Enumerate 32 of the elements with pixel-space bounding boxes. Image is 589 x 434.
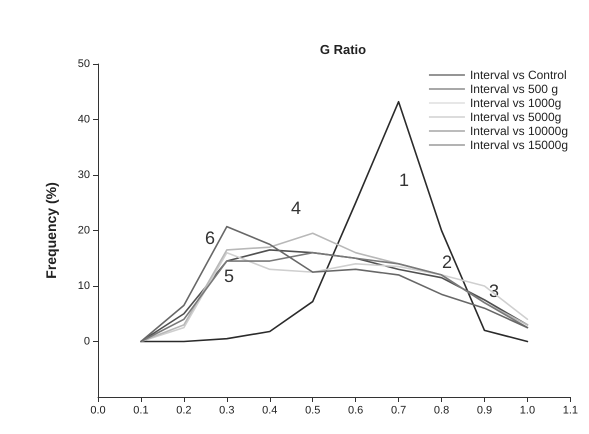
legend-label: Interval vs 10000g: [470, 124, 568, 138]
y-tick-label: 30: [78, 169, 90, 181]
x-tick-label: 0.0: [90, 404, 106, 416]
y-tick-label: 40: [78, 114, 90, 126]
legend-label: Interval vs 5000g: [470, 110, 562, 124]
x-tick-label: 0.1: [133, 404, 149, 416]
y-tick-label: 50: [78, 58, 90, 70]
annotation: 2: [442, 252, 452, 272]
legend-label: Interval vs 500 g: [470, 82, 558, 96]
x-tick-label: 0.2: [176, 404, 192, 416]
legend-label: Interval vs 1000g: [470, 96, 562, 110]
annotation: 5: [224, 266, 234, 286]
y-tick-label: 10: [78, 280, 90, 292]
x-tick-label: 0.5: [305, 404, 320, 416]
y-tick-label: 20: [78, 224, 90, 236]
legend-label: Interval vs 15000g: [470, 138, 568, 152]
x-tick-label: 0.3: [219, 404, 234, 416]
annotation: 6: [204, 228, 216, 248]
annotation: 3: [488, 281, 500, 301]
x-tick-label: 0.7: [390, 404, 406, 416]
y-tick-label: 0: [84, 336, 90, 348]
annotation: 1: [398, 170, 410, 190]
y-axis-title: Frequency (%): [43, 182, 59, 279]
x-tick-label: 1.0: [520, 404, 536, 416]
legend-label: Interval vs Control: [470, 68, 567, 82]
annotation: 4: [290, 198, 302, 218]
chart-title: G Ratio: [320, 42, 366, 57]
x-tick-label: 0.4: [262, 404, 278, 416]
x-tick-label: 0.9: [476, 404, 492, 416]
x-tick-label: 1.1: [562, 404, 578, 416]
x-tick-label: 0.6: [348, 404, 364, 416]
x-tick-label: 0.8: [434, 404, 450, 416]
